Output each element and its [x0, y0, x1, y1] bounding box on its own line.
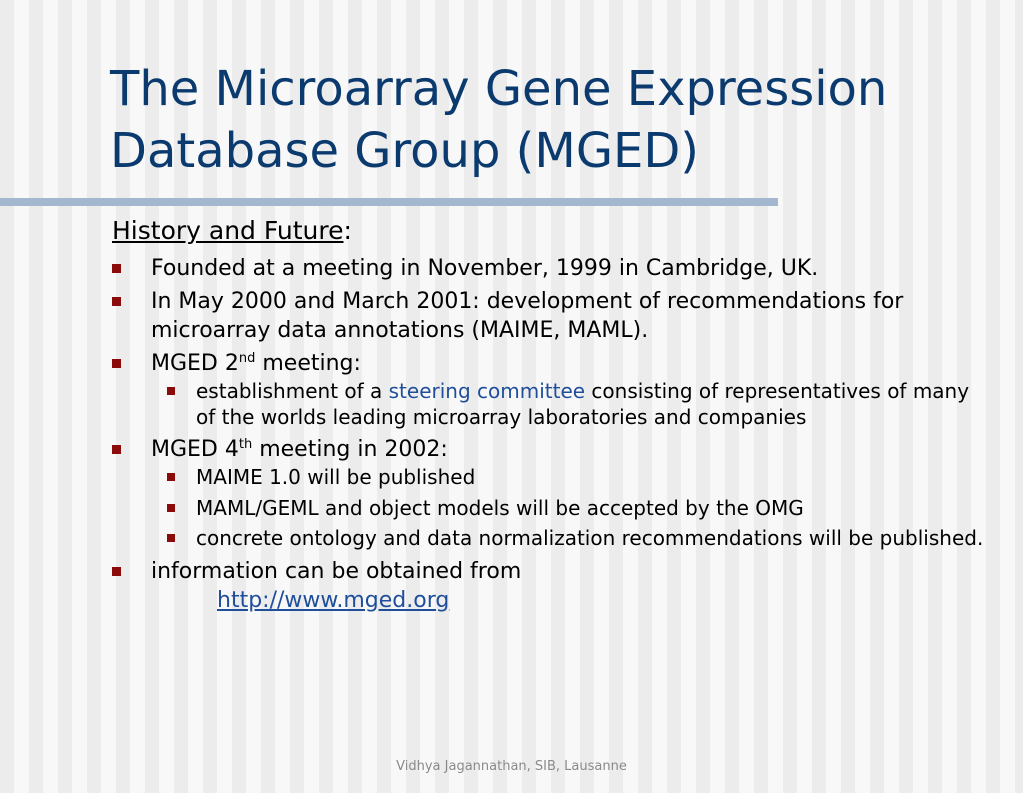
sub-list-item-text: concrete ontology and data normalization… — [196, 526, 984, 550]
text-part: consisting of representatives of many of… — [196, 379, 970, 429]
list-item-text: Founded at a meeting in November, 1999 i… — [151, 256, 819, 281]
sub-list-item-text: MAIME 1.0 will be published — [196, 465, 476, 489]
superscript: nd — [238, 351, 256, 366]
slide-title: The Microarray Gene Expression Database … — [110, 58, 1010, 182]
square-bullet-icon — [112, 566, 121, 576]
section-heading-text: History and Future — [112, 216, 344, 245]
list-item-text: In May 2000 and March 2001: development … — [151, 289, 904, 343]
steering-committee-link[interactable]: steering committee — [388, 379, 586, 403]
square-bullet-icon — [167, 534, 175, 542]
sub-list-item: establishment of a steering committee co… — [151, 379, 992, 430]
bullet-list: Founded at a meeting in November, 1999 i… — [112, 254, 992, 619]
sub-list-item: concrete ontology and data normalization… — [151, 526, 992, 552]
title-line-1: The Microarray Gene Expression — [110, 61, 888, 117]
list-item-text: information can be obtained from — [151, 558, 522, 584]
square-bullet-icon — [167, 503, 175, 512]
text-part: meeting in 2002: — [252, 437, 448, 462]
title-divider — [0, 198, 778, 206]
list-item: In May 2000 and March 2001: development … — [112, 287, 992, 345]
square-bullet-icon — [112, 264, 121, 273]
text-part: establishment of a — [196, 379, 389, 403]
slide-footer: Vidhya Jagannathan, SIB, Lausanne — [396, 759, 627, 774]
title-line-2: Database Group (MGED) — [110, 123, 700, 179]
text-part: meeting: — [255, 351, 361, 376]
section-heading-colon: : — [343, 216, 352, 245]
square-bullet-icon — [112, 359, 121, 368]
list-item: information can be obtained from http://… — [112, 557, 992, 615]
list-item: MGED 4th meeting in 2002: MAIME 1.0 will… — [112, 435, 992, 552]
list-item: MGED 2nd meeting: establishment of a ste… — [112, 349, 992, 430]
text-part: MGED 2 — [151, 351, 239, 376]
square-bullet-icon — [112, 445, 121, 454]
list-item-text: MGED 4th meeting in 2002: — [151, 437, 448, 462]
list-item: Founded at a meeting in November, 1999 i… — [112, 254, 992, 283]
sub-list-item: MAML/GEML and object models will be acce… — [151, 496, 992, 522]
section-heading: History and Future: — [112, 214, 352, 248]
mged-url-link[interactable]: http://www.mged.org — [217, 587, 450, 613]
square-bullet-icon — [167, 473, 175, 481]
sub-list: establishment of a steering committee co… — [151, 379, 992, 430]
text-part: MGED 4 — [151, 437, 239, 462]
sub-list-item-text: MAML/GEML and object models will be acce… — [196, 495, 804, 520]
list-item-text: MGED 2nd meeting: — [151, 351, 361, 376]
square-bullet-icon — [167, 387, 175, 395]
square-bullet-icon — [112, 297, 121, 306]
sub-list: MAIME 1.0 will be published MAML/GEML an… — [151, 465, 992, 552]
sub-list-item: MAIME 1.0 will be published — [151, 465, 992, 491]
superscript: th — [238, 437, 253, 452]
